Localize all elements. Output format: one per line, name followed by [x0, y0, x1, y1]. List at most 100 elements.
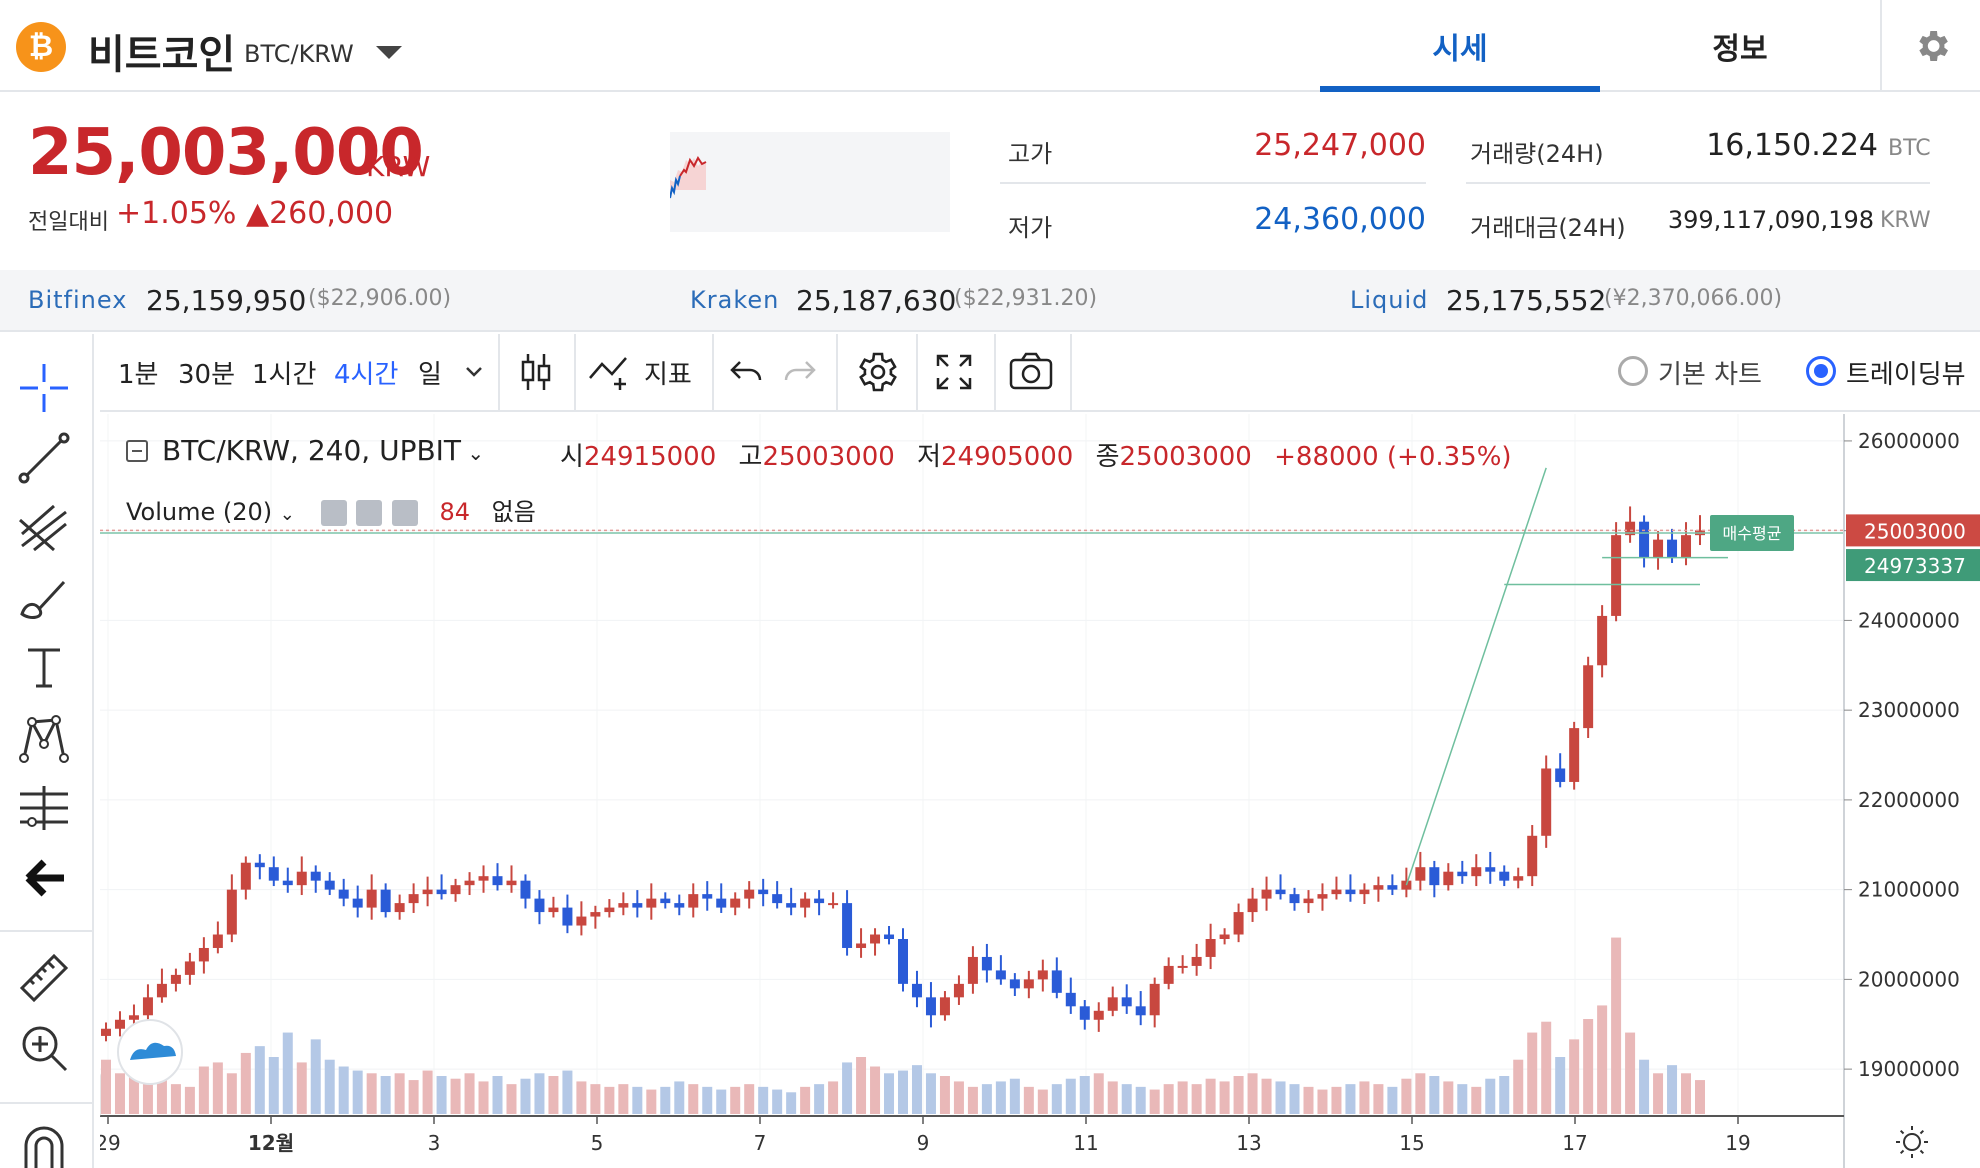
exchange-foreign-kraken: ($22,931.20)	[954, 286, 1098, 311]
volume-bar	[1093, 1073, 1104, 1114]
candle	[1555, 768, 1566, 782]
close-icon[interactable]	[391, 500, 418, 526]
candle	[674, 903, 685, 908]
eye-icon[interactable]	[320, 500, 347, 526]
indicators-button[interactable]: 지표	[644, 360, 692, 390]
volume-legend: Volume (20) ⌄ 84 없음	[126, 492, 536, 527]
volume-bar	[981, 1084, 992, 1114]
volume-bar	[548, 1076, 559, 1114]
radio-tradingview[interactable]	[1806, 356, 1836, 386]
open-label: 시	[560, 442, 584, 472]
candle	[366, 889, 377, 908]
divider	[916, 334, 918, 412]
candle	[520, 880, 531, 899]
price-tick-label: 26000000	[1858, 429, 1960, 453]
redo-icon[interactable]	[780, 354, 818, 390]
time-tick-label: 11	[1073, 1131, 1098, 1155]
settings-button[interactable]	[1880, 0, 1980, 90]
volume-bar	[1079, 1076, 1090, 1114]
candle	[1009, 979, 1020, 989]
volume-bar	[1583, 1019, 1594, 1114]
volume-bar	[939, 1076, 950, 1114]
price-unit: KRW	[366, 150, 431, 183]
volume-bar	[1149, 1089, 1160, 1114]
chart-settings-gear-icon[interactable]	[852, 348, 900, 396]
volume-bar	[1177, 1081, 1188, 1114]
candle	[436, 889, 447, 895]
text-tool-icon[interactable]	[14, 638, 74, 698]
volume-bar	[380, 1076, 391, 1114]
chevron-down-icon[interactable]	[464, 362, 484, 382]
interval-4h[interactable]: 4시간	[334, 360, 399, 390]
label-basic-chart: 기본 차트	[1658, 360, 1762, 390]
interval-1d[interactable]: 일	[418, 360, 442, 390]
volume-bar	[856, 1057, 867, 1114]
candle	[450, 885, 461, 895]
settings-icon[interactable]	[356, 500, 383, 526]
volume-bar	[464, 1073, 475, 1114]
volume-bar	[1345, 1084, 1356, 1114]
ruler-icon[interactable]	[14, 948, 74, 1008]
high-value: 25,247,000	[1254, 128, 1426, 163]
magnet-icon[interactable]	[14, 1116, 74, 1168]
volume-bar	[995, 1081, 1006, 1114]
divider	[1466, 182, 1930, 184]
indicators-icon[interactable]	[588, 352, 634, 392]
volume-bar	[1653, 1073, 1664, 1114]
chart-canvas[interactable]: 매수평균 19000000 20000000 21000000 22000000 2300…	[100, 414, 1980, 1168]
candlestick-type-icon[interactable]	[514, 350, 558, 394]
candle	[1261, 889, 1272, 899]
interval-1h[interactable]: 1시간	[252, 360, 317, 390]
zoom-in-icon[interactable]	[14, 1018, 74, 1078]
change-label: 전일대비	[28, 210, 109, 235]
volume-bar	[506, 1084, 517, 1114]
volume-bar	[1051, 1084, 1062, 1114]
candle	[1429, 867, 1440, 886]
candle	[1513, 876, 1524, 881]
candle	[730, 898, 741, 908]
undo-icon[interactable]	[728, 354, 766, 390]
interval-30m[interactable]: 30분	[178, 360, 236, 390]
divider	[994, 334, 996, 412]
candle	[1681, 535, 1692, 558]
volume-bar	[128, 1076, 139, 1114]
volume-bar	[268, 1057, 279, 1114]
volume-bar	[520, 1078, 531, 1114]
interval-1m[interactable]: 1분	[118, 360, 159, 390]
fullscreen-icon[interactable]	[934, 352, 974, 392]
camera-icon[interactable]	[1008, 350, 1054, 394]
arrow-left-icon[interactable]	[14, 848, 74, 908]
volume-unit: BTC	[1888, 136, 1931, 161]
chevron-down-icon[interactable]: ⌄	[461, 441, 485, 465]
time-tick-label: 5	[591, 1131, 604, 1155]
volume-bar	[1107, 1081, 1118, 1114]
crosshair-icon[interactable]	[14, 358, 74, 418]
candle	[1611, 535, 1622, 616]
pattern-icon[interactable]	[14, 708, 74, 768]
trendline-icon[interactable]	[14, 428, 74, 488]
volume-bar	[1555, 1057, 1566, 1114]
volume-bar	[338, 1066, 349, 1114]
collapse-legend-icon[interactable]	[126, 440, 148, 462]
brush-icon[interactable]	[14, 568, 74, 628]
tab-info[interactable]: 정보	[1712, 32, 1768, 67]
forecast-icon[interactable]	[14, 778, 74, 838]
volume-bar	[1121, 1084, 1132, 1114]
chart-legend-symbol[interactable]: BTC/KRW, 240, UPBIT ⌄	[126, 434, 484, 467]
volume-bar	[1387, 1086, 1398, 1114]
volume-bar	[1037, 1089, 1048, 1114]
candle	[1065, 992, 1076, 1007]
tab-price[interactable]: 시세	[1320, 24, 1600, 92]
candle	[772, 894, 783, 904]
fib-channel-icon[interactable]	[14, 498, 74, 558]
radio-basic-chart[interactable]	[1618, 356, 1648, 386]
chevron-down-icon[interactable]: ⌄	[279, 504, 295, 525]
volume-bar	[436, 1076, 447, 1114]
volume-bar	[198, 1066, 209, 1114]
time-tick-label: 19	[1725, 1131, 1750, 1155]
candle	[1135, 1006, 1146, 1016]
coin-select-caret-icon[interactable]	[376, 46, 402, 59]
chart-legend-ohlc: 시24915000 고25003000 저24905000 종25003000 …	[560, 436, 1512, 473]
price-chart[interactable]: 매수평균 19000000 20000000 21000000 22000000 2300…	[100, 414, 1980, 1168]
candle	[296, 871, 307, 886]
